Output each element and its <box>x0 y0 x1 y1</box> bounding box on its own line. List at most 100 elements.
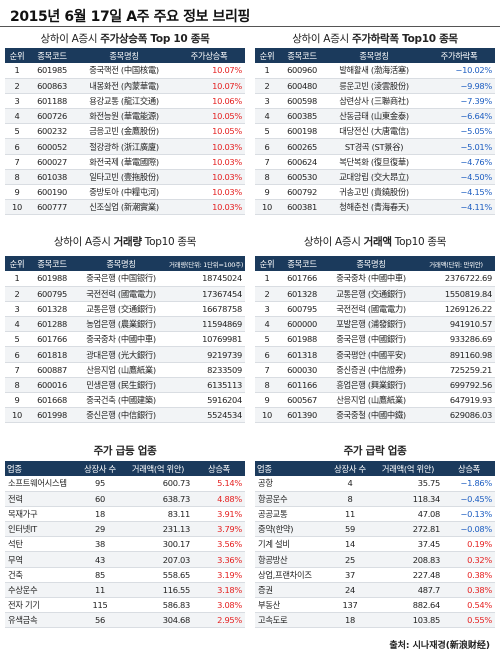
table-cell: 9 <box>255 392 279 409</box>
table-cell: 건축 <box>5 567 77 583</box>
table-cell: 절강광하 (浙江廣廈) <box>75 138 173 155</box>
source-credit: 출처: 시나재경(新浪财经) <box>389 641 490 651</box>
table-cell: 37.45 <box>373 536 443 553</box>
col-code: 종목코드 <box>279 256 325 271</box>
table-row: 9 601668 중국건축 (中國建築) 5916204 <box>5 392 245 409</box>
table-cell: 부동산 <box>255 597 327 614</box>
table-cell: 8 <box>5 377 29 394</box>
table-cell: −6.64% <box>423 108 495 125</box>
table-row: 5 600232 금응고빈 (金鷹股份) 10.05% <box>5 123 245 140</box>
table-row: 6 601818 광대은행 (光大銀行) 9219739 <box>5 346 245 363</box>
table-cell: −4.11% <box>423 199 495 216</box>
table-row: 중약(한약) 59 272.81 −0.08% <box>255 521 495 538</box>
table-row: 10 601390 중국중철 (中國中鐵) 629086.03 <box>255 407 495 424</box>
table-cell: 601988 <box>29 271 75 287</box>
table-cell: 중국은행 (中國銀行) <box>325 331 417 348</box>
table-row: 전력 60 638.73 4.88% <box>5 491 245 507</box>
table-cell: 목재가구 <box>5 506 77 523</box>
table-cell: 600016 <box>29 377 75 394</box>
col-change: 상승폭 <box>193 461 245 476</box>
table-cell: 중국중차 (中國中車) <box>75 331 167 348</box>
table-cell: 17367454 <box>167 286 245 302</box>
table-cell: 600863 <box>29 78 75 94</box>
table-cell: 3.91% <box>193 506 245 523</box>
table-cell: 5 <box>5 331 29 348</box>
table-row: 1 601988 중국은행 (中国银行) 18745024 <box>5 271 245 287</box>
table-row: 3 600795 국전전력 (國電電力) 1269126.22 <box>255 301 495 318</box>
table-cell: 18 <box>327 612 373 629</box>
table-row: 소프트웨어시스템 95 600.73 5.14% <box>5 476 245 492</box>
table-cell: 2376722.69 <box>417 271 495 287</box>
table-cell: 11 <box>327 506 373 523</box>
table-cell: 227.48 <box>373 567 443 583</box>
table-cell: 95 <box>77 476 123 492</box>
table-row: 9 600190 중방토아 (中糧屯河) 10.03% <box>5 184 245 201</box>
table-cell: 600887 <box>29 362 75 378</box>
losers-table-header: 순위 종목코드 종목명칭 주가하락폭 <box>255 48 495 63</box>
table-cell: 85 <box>77 567 123 583</box>
col-change: 주가하락폭 <box>423 48 495 63</box>
table-cell: 600624 <box>279 154 325 170</box>
table-cell: 4 <box>5 316 29 333</box>
table-cell: ST경곡 (ST景谷) <box>325 138 423 155</box>
table-cell: 4 <box>5 108 29 125</box>
table-cell: 137 <box>327 597 373 614</box>
col-name: 종목명칭 <box>75 256 167 271</box>
table-cell: 103.85 <box>373 612 443 629</box>
table-cell: 10.07% <box>173 78 245 94</box>
table-cell: 231.13 <box>123 521 193 538</box>
table-cell: 116.55 <box>123 582 193 599</box>
table-cell: 600726 <box>29 108 75 125</box>
table-cell: 산동금태 (山東金泰) <box>325 108 423 125</box>
table-cell: 6 <box>5 138 29 155</box>
col-name: 종목명칭 <box>325 48 423 63</box>
table-cell: 10.03% <box>173 184 245 201</box>
gainers-table: 순위 종목코드 종목명칭 주가상승폭 1 601985 중국핵전 (中国核電) 10.… <box>5 48 245 216</box>
col-rank: 순위 <box>5 256 29 271</box>
table-row: 석탄 38 300.17 3.56% <box>5 536 245 553</box>
table-cell: 공공교통 <box>255 506 327 523</box>
table-cell: 47.08 <box>373 506 443 523</box>
table-cell: 포발은행 (浦發銀行) <box>325 316 417 333</box>
table-cell: 600777 <box>29 199 75 216</box>
value-table: 순위 종목코드 종목명칭 거래액(단위: 만위안) 1 601766 중국중차 (中… <box>255 256 495 424</box>
table-cell: 25 <box>327 551 373 568</box>
table-cell: 6 <box>5 346 29 363</box>
table-cell: 금응고빈 (金鷹股份) <box>75 123 173 140</box>
col-rank: 순위 <box>255 256 279 271</box>
table-cell: −9.98% <box>423 78 495 94</box>
table-cell: 국전전력 (國電電力) <box>75 286 167 302</box>
table-row: 1 601766 중국중차 (中國中車) 2376722.69 <box>255 271 495 287</box>
table-row: 7 600887 산응지업 (山鷹紙業) 8233509 <box>5 362 245 378</box>
table-cell: 600198 <box>279 123 325 140</box>
table-row: 8 601166 흥업은행 (興業銀行) 699792.56 <box>255 377 495 394</box>
table-cell: 1 <box>5 63 29 79</box>
table-row: 무역 43 207.03 3.36% <box>5 551 245 568</box>
table-cell: 중방토아 (中糧屯河) <box>75 184 173 201</box>
table-cell: −5.05% <box>423 123 495 140</box>
table-cell: 10 <box>5 407 29 424</box>
table-cell: 6135113 <box>167 377 245 394</box>
col-code: 종목코드 <box>29 256 75 271</box>
table-row: 고속도로 18 103.85 0.55% <box>255 612 495 629</box>
table-cell: 891160.98 <box>417 346 495 363</box>
losers-table: 순위 종목코드 종목명칭 주가하락폭 1 600960 발해활새 (渤海活塞) −10… <box>255 48 495 216</box>
table-cell: −4.76% <box>423 154 495 170</box>
table-cell: 5 <box>255 331 279 348</box>
table-row: 9 600792 귀송고빈 (貴鐃股份) −4.15% <box>255 184 495 201</box>
table-row: 2 600863 내몽화전 (內蒙華電) 10.07% <box>5 78 245 94</box>
col-name: 종목명칭 <box>75 48 173 63</box>
table-cell: 일타고빈 (壹拖股份) <box>75 169 173 186</box>
table-cell: 화전능원 (華電能源) <box>75 108 173 125</box>
table-cell: 8 <box>255 169 279 186</box>
table-row: 8 600530 교대앙립 (交大昂立) −4.50% <box>255 169 495 186</box>
table-cell: 중약(한약) <box>255 521 327 538</box>
table-cell: 화전국제 (華電國際) <box>75 154 173 170</box>
volume-table-header: 순위 종목코드 종목명칭 거래량(단위: 1단위=100주) <box>5 256 245 271</box>
table-cell: 1269126.22 <box>417 301 495 318</box>
table-row: 수상운수 11 116.55 3.18% <box>5 582 245 599</box>
table-row: 5 600198 대당전신 (大唐電信) −5.05% <box>255 123 495 140</box>
table-cell: 소프트웨어시스템 <box>5 476 77 492</box>
table-cell: 3 <box>5 301 29 318</box>
table-cell: 10 <box>255 407 279 424</box>
